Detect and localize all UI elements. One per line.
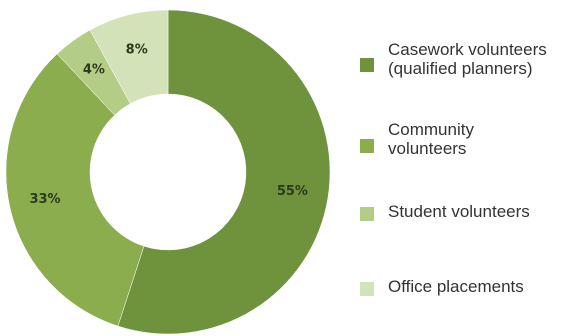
legend-swatch-casework [360, 58, 374, 72]
legend-swatch-student [360, 207, 374, 221]
slice-label-community: 33% [29, 192, 60, 207]
slice-casework [117, 9, 331, 335]
legend-label-office: Office placements [388, 277, 524, 296]
legend-swatch-office [360, 282, 374, 296]
legend-item-casework: Casework volunteers (qualified planners) [360, 40, 585, 80]
donut-plot: 55% 33% 4% 8% [5, 9, 331, 335]
legend-label-student: Student volunteers [388, 202, 530, 221]
slice-label-student: 4% [83, 63, 105, 78]
legend-label-community: Community volunteers [388, 120, 474, 158]
legend-swatch-community [360, 139, 374, 153]
slice-labels-layer: 55% 33% 4% 8% [29, 43, 308, 208]
legend-item-office: Office placements [360, 277, 585, 317]
slice-label-office: 8% [126, 43, 148, 58]
legend-item-community: Community volunteers [360, 120, 585, 160]
slice-community [5, 53, 145, 327]
slice-office [89, 9, 169, 104]
legend-label-casework: Casework volunteers (qualified planners) [388, 40, 547, 78]
legend-item-student: Student volunteers [360, 202, 585, 242]
slice-label-casework: 55% [277, 184, 308, 199]
slices-layer [5, 9, 331, 335]
